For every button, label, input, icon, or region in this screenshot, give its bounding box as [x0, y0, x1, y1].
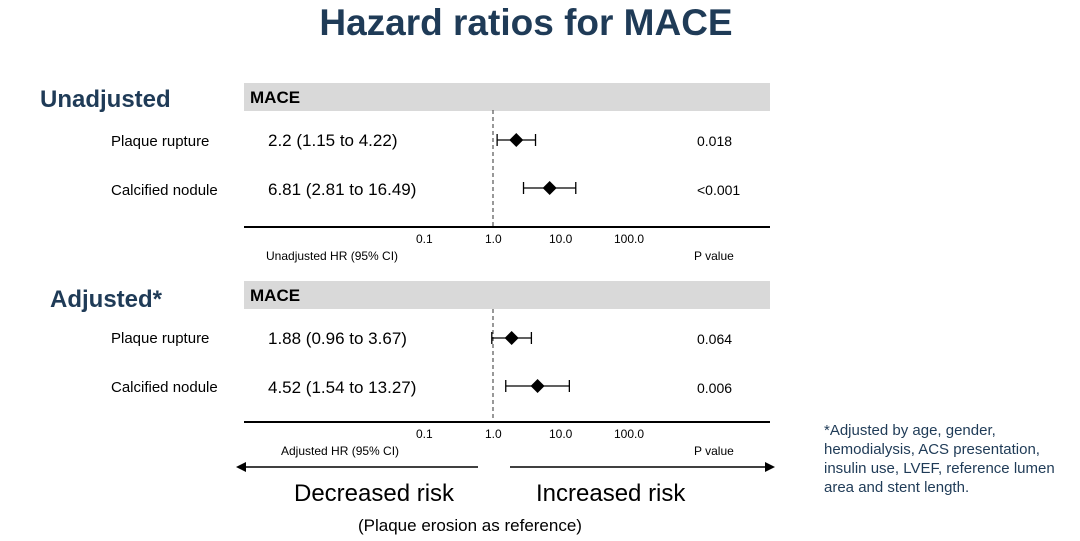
- p-value: 0.006: [697, 380, 733, 396]
- x-axis-label: Adjusted HR (95% CI): [281, 444, 400, 458]
- hr-ci-text: 6.81 (2.81 to 16.49): [268, 180, 417, 199]
- outcome-band: [244, 83, 770, 111]
- footnote: *Adjusted by age, gender, hemodialysis, …: [824, 422, 1055, 496]
- p-value-header: P value: [694, 444, 734, 458]
- x-tick-label: 0.1: [416, 232, 433, 246]
- x-tick-label: 1.0: [485, 232, 502, 246]
- reference-note: (Plaque erosion as reference): [358, 516, 582, 535]
- x-tick-label: 1.0: [485, 427, 502, 441]
- p-value: 0.018: [697, 133, 733, 149]
- x-tick-label: 10.0: [549, 232, 573, 246]
- chart-title: Hazard ratios for MACE: [319, 2, 733, 43]
- decreased-risk-arrowhead: [236, 462, 246, 472]
- section-label-unadjusted: Unadjusted: [40, 86, 171, 113]
- hr-ci-text: 1.88 (0.96 to 3.67): [268, 329, 407, 348]
- hr-point-marker: [542, 181, 557, 195]
- x-axis-label: Unadjusted HR (95% CI): [266, 249, 399, 263]
- outcome-band: [244, 281, 770, 309]
- p-value: 0.064: [697, 331, 733, 347]
- x-tick-label: 100.0: [614, 232, 645, 246]
- row-label: Calcified nodule: [111, 379, 218, 396]
- hr-point-marker: [530, 379, 545, 393]
- increased-risk-label: Increased risk: [536, 480, 686, 507]
- row-label: Plaque rupture: [111, 330, 210, 347]
- hr-point-marker: [509, 133, 524, 147]
- increased-risk-arrowhead: [765, 462, 775, 472]
- x-tick-label: 10.0: [549, 427, 573, 441]
- outcome-label: MACE: [250, 286, 301, 305]
- x-tick-label: 100.0: [614, 427, 645, 441]
- decreased-risk-label: Decreased risk: [294, 480, 455, 507]
- hr-point-marker: [504, 331, 519, 345]
- p-value-header: P value: [694, 249, 734, 263]
- hr-ci-text: 4.52 (1.54 to 13.27): [268, 378, 417, 397]
- x-tick-label: 0.1: [416, 427, 433, 441]
- row-label: Calcified nodule: [111, 182, 218, 199]
- p-value: <0.001: [697, 182, 741, 198]
- row-label: Plaque rupture: [111, 133, 210, 150]
- section-label-adjusted: Adjusted*: [50, 286, 163, 313]
- outcome-label: MACE: [250, 88, 301, 107]
- hr-ci-text: 2.2 (1.15 to 4.22): [268, 131, 398, 150]
